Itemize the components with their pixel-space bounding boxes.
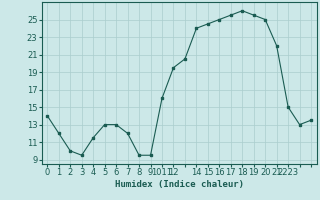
- X-axis label: Humidex (Indice chaleur): Humidex (Indice chaleur): [115, 180, 244, 189]
